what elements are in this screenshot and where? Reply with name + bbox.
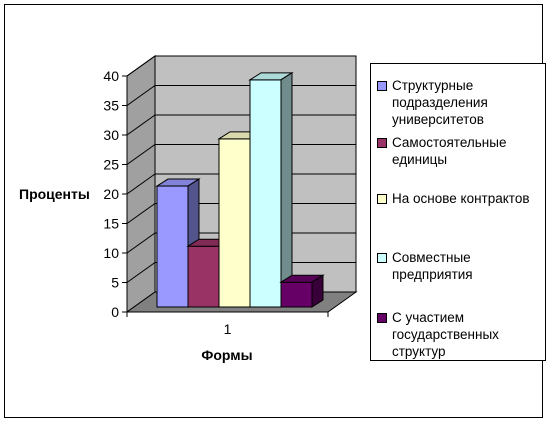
y-tick-label: 0 (111, 304, 119, 320)
y-tick-label: 35 (103, 98, 119, 114)
y-tick-label: 25 (103, 157, 119, 173)
bar-5 (279, 274, 325, 308)
legend-swatch (377, 253, 387, 263)
y-tick-label: 15 (103, 216, 119, 232)
bar-front (280, 281, 313, 308)
legend-label: Совместные предприятия (392, 250, 473, 282)
bar-front (249, 79, 282, 308)
y-axis-title: Проценты (19, 186, 90, 202)
bar-front (187, 245, 220, 308)
bar-side (280, 71, 293, 308)
y-tick-label: 20 (103, 186, 119, 202)
y-tick-label: 30 (103, 127, 119, 143)
bar-4 (248, 71, 294, 308)
y-tick-label: 40 (103, 68, 119, 84)
y-tick-label: 10 (103, 245, 119, 261)
bar-front (218, 138, 251, 308)
legend-label: С участием государственных структур (392, 310, 499, 359)
x-axis-title: Формы (201, 347, 252, 363)
legend-label: На основе контрактов (392, 191, 530, 206)
bar-side (311, 274, 324, 308)
x-tick-label: 1 (224, 321, 232, 337)
legend-swatch (377, 313, 387, 323)
legend-label: Структурные подразделения университетов (392, 78, 488, 127)
legend: Структурные подразделения университетов С… (370, 63, 546, 361)
legend-swatch (377, 194, 387, 204)
y-tick-label: 5 (111, 275, 119, 291)
legend-swatch (377, 81, 387, 91)
legend-label: Самостоятельные единицы (392, 135, 507, 167)
gridline (126, 55, 356, 77)
legend-swatch (377, 138, 387, 148)
bar-front (156, 185, 189, 308)
chart-frame: 0 5 10 15 20 25 30 35 40 1 Проценты Формы Структ… (4, 4, 546, 418)
